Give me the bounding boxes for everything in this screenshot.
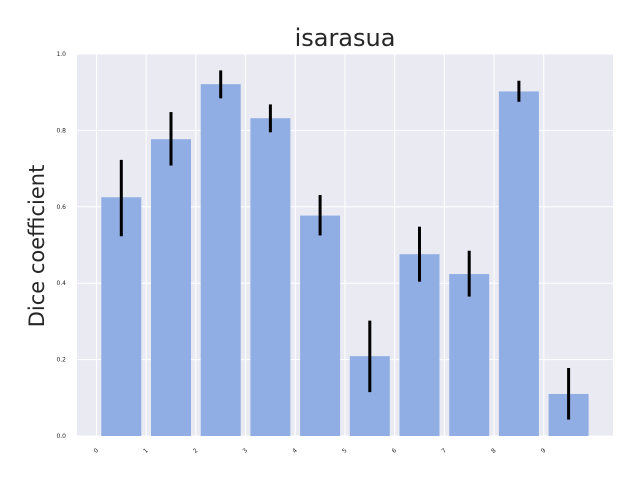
bar <box>101 197 142 436</box>
x-tick-label: 1 <box>142 447 150 455</box>
x-tick-label: 7 <box>440 447 448 455</box>
error-bars <box>119 70 571 420</box>
chart-title: isarasua <box>295 24 396 52</box>
bar <box>200 84 241 436</box>
y-tick-label: 0.6 <box>56 204 66 211</box>
x-tick-label: 9 <box>540 447 548 455</box>
x-tick-labels: 0 1 2 3 4 5 6 7 8 9 <box>92 447 547 455</box>
bar <box>498 91 539 436</box>
x-tick-label: 8 <box>490 447 498 455</box>
y-tick-label: 0.0 <box>56 433 66 440</box>
x-tick-label: 5 <box>341 447 349 455</box>
x-tick-label: 3 <box>242 447 250 455</box>
y-tick-label: 0.4 <box>56 280 66 287</box>
y-tick-labels: 0.0 0.2 0.4 0.6 0.8 1.0 <box>56 51 66 440</box>
bars <box>101 84 589 437</box>
bar <box>151 139 191 436</box>
x-tick-label: 2 <box>192 447 200 455</box>
bar <box>250 118 291 437</box>
bar <box>449 274 490 436</box>
bar <box>399 254 440 436</box>
x-tick-label: 4 <box>291 447 299 455</box>
y-tick-label: 0.2 <box>56 357 66 364</box>
x-tick-label: 0 <box>92 447 100 455</box>
x-tick-label: 6 <box>391 447 399 455</box>
y-axis-label: Dice coefficient <box>25 165 49 328</box>
bar <box>300 215 341 436</box>
y-tick-label: 1.0 <box>56 51 66 58</box>
y-tick-label: 0.8 <box>56 127 66 134</box>
